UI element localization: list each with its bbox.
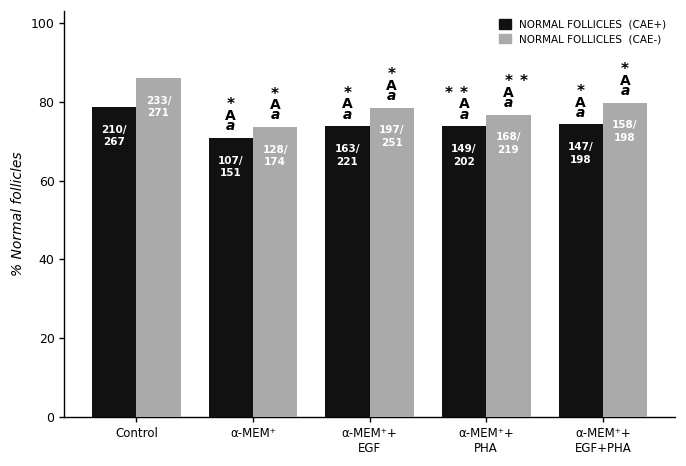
Text: A: A — [386, 79, 397, 93]
Text: 149/
202: 149/ 202 — [451, 144, 477, 166]
Text: a: a — [270, 109, 280, 123]
Text: *: * — [519, 74, 528, 89]
Text: a: a — [576, 106, 585, 120]
Text: *: * — [388, 67, 396, 82]
Y-axis label: % Normal follicles: % Normal follicles — [11, 152, 25, 276]
Text: A: A — [503, 86, 514, 100]
Bar — [325, 126, 370, 417]
Text: 128/
174: 128/ 174 — [262, 145, 288, 167]
Bar — [486, 115, 530, 417]
Text: 168/
219: 168/ 219 — [495, 132, 521, 155]
Text: A: A — [576, 96, 586, 110]
Text: 233/
271: 233/ 271 — [145, 96, 172, 118]
Text: a: a — [620, 84, 630, 98]
Text: *: * — [271, 87, 279, 102]
Text: A: A — [226, 109, 236, 123]
Text: *: * — [460, 86, 468, 101]
Text: A: A — [619, 74, 630, 88]
Text: *: * — [344, 86, 351, 101]
Text: a: a — [387, 89, 397, 103]
Text: A: A — [459, 97, 469, 111]
Text: 210/
267: 210/ 267 — [102, 125, 127, 147]
Bar — [603, 103, 647, 417]
Bar — [209, 138, 253, 417]
Text: A: A — [270, 98, 281, 112]
Text: 147/
198: 147/ 198 — [568, 142, 593, 164]
Bar — [558, 124, 603, 417]
Bar — [253, 127, 297, 417]
Text: 197/
251: 197/ 251 — [379, 125, 405, 148]
Legend: NORMAL FOLLICLES  (CAE+), NORMAL FOLLICLES  (CAE-): NORMAL FOLLICLES (CAE+), NORMAL FOLLICLE… — [495, 16, 670, 47]
Bar — [370, 108, 414, 417]
Text: a: a — [460, 108, 469, 122]
Text: a: a — [226, 119, 235, 133]
Text: 163/
221: 163/ 221 — [335, 144, 360, 166]
Bar — [92, 107, 137, 417]
Text: *: * — [227, 97, 235, 112]
Bar — [442, 126, 486, 417]
Text: A: A — [342, 97, 353, 111]
Text: *: * — [445, 86, 453, 101]
Text: *: * — [621, 62, 629, 77]
Text: a: a — [504, 96, 513, 110]
Text: a: a — [343, 108, 352, 122]
Text: *: * — [577, 84, 584, 99]
Text: 107/
151: 107/ 151 — [218, 156, 244, 178]
Text: *: * — [504, 74, 512, 89]
Bar — [137, 78, 180, 417]
Text: 158/
198: 158/ 198 — [612, 120, 638, 143]
